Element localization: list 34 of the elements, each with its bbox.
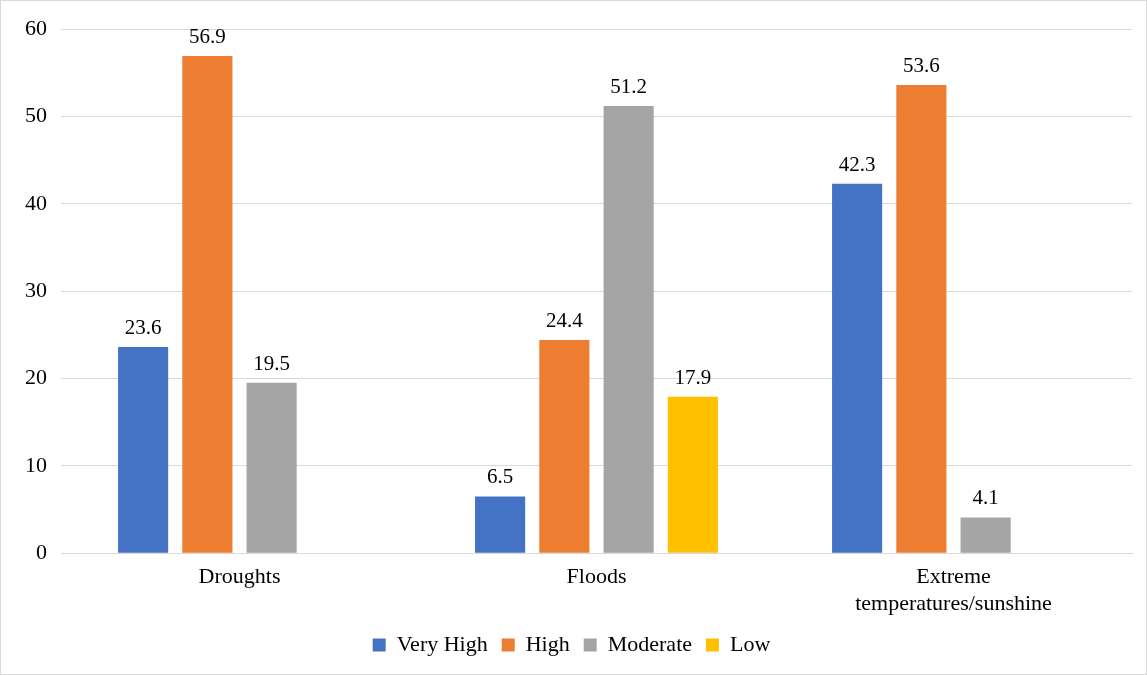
data-label: 4.1 bbox=[972, 485, 999, 510]
y-tick-label: 50 bbox=[25, 102, 47, 128]
x-tick-label: Extreme temperatures/sunshine bbox=[855, 563, 1052, 615]
data-label: 42.3 bbox=[838, 151, 876, 176]
bar bbox=[603, 105, 654, 553]
data-label: 51.2 bbox=[610, 73, 648, 98]
legend-label: High bbox=[525, 630, 570, 656]
x-tick-label: Floods bbox=[566, 563, 627, 589]
bar bbox=[475, 496, 526, 553]
bar bbox=[896, 84, 947, 553]
bar bbox=[832, 183, 883, 553]
data-label: 23.6 bbox=[124, 315, 162, 340]
data-label: 17.9 bbox=[674, 364, 712, 389]
bar bbox=[118, 347, 169, 553]
data-label: 24.4 bbox=[545, 308, 584, 333]
bar bbox=[182, 56, 233, 553]
bar bbox=[246, 382, 297, 553]
data-label: 53.6 bbox=[902, 52, 940, 77]
y-tick-label: 10 bbox=[25, 451, 47, 477]
x-tick-label: Droughts bbox=[198, 563, 281, 589]
y-tick-label: 60 bbox=[25, 14, 47, 40]
y-tick-label: 30 bbox=[25, 276, 47, 302]
data-label: 56.9 bbox=[188, 24, 226, 49]
data-label: 6.5 bbox=[486, 464, 514, 489]
bar bbox=[960, 517, 1011, 553]
y-tick-label: 0 bbox=[36, 538, 47, 564]
legend-label: Moderate bbox=[607, 630, 693, 656]
bar bbox=[539, 340, 590, 553]
legend-label: Low bbox=[730, 630, 771, 656]
bar bbox=[667, 396, 718, 553]
data-label: 19.5 bbox=[253, 350, 291, 375]
legend-label: Very High bbox=[396, 630, 488, 656]
y-tick-label: 40 bbox=[25, 189, 47, 215]
y-tick-label: 20 bbox=[25, 364, 47, 390]
